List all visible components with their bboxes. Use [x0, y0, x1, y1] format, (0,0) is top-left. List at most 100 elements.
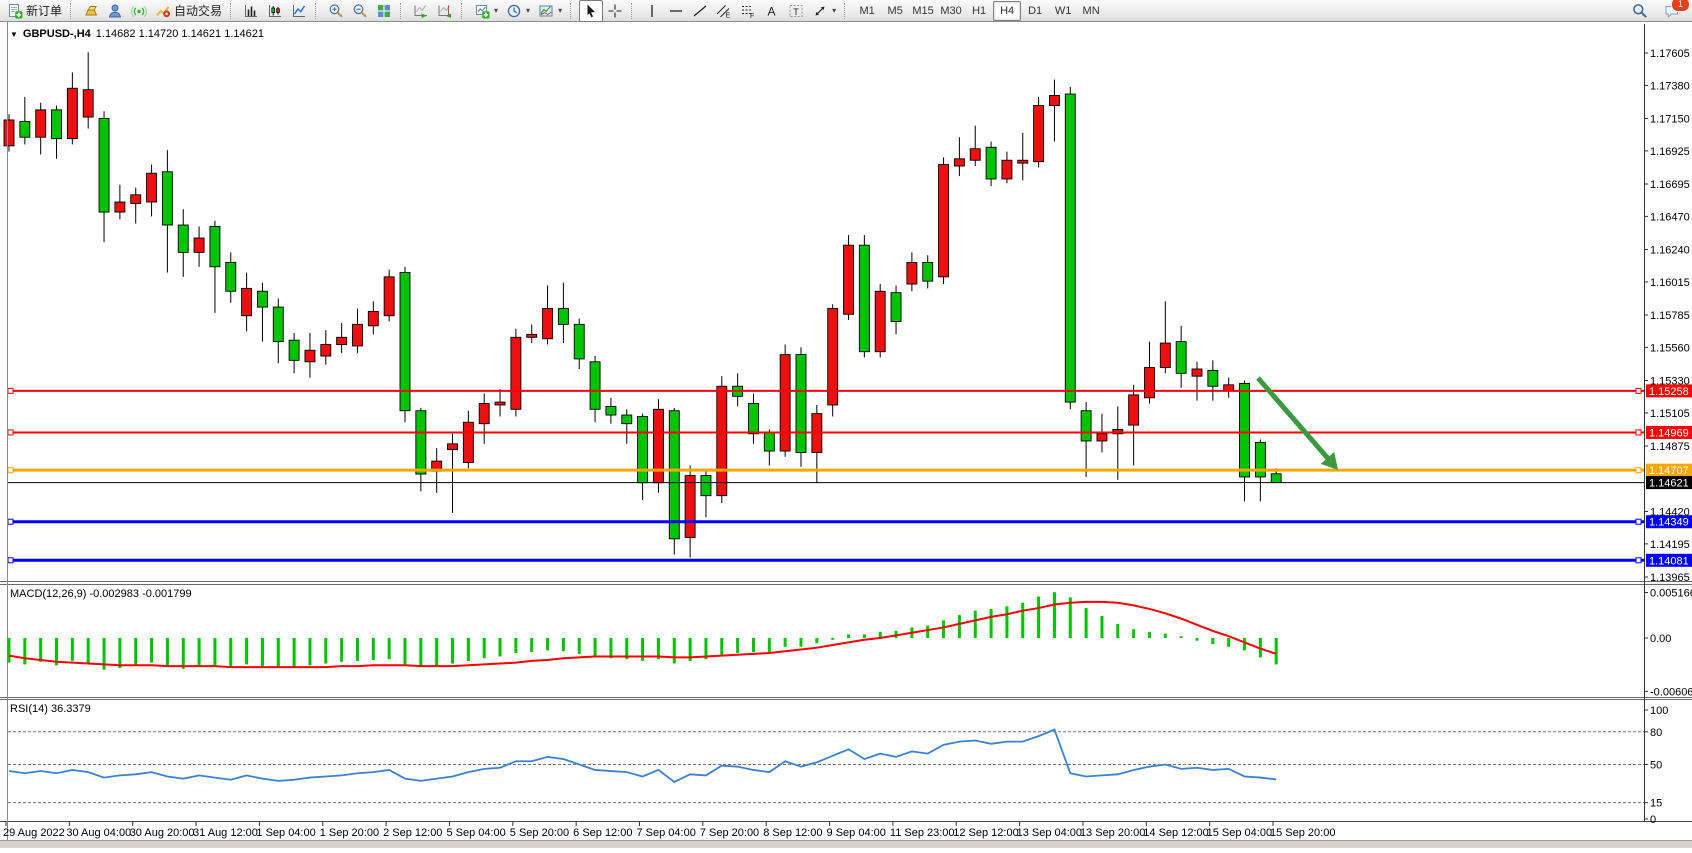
timeframe-button-M1[interactable]: M1	[859, 4, 875, 17]
text-label-icon: T	[788, 3, 804, 19]
timeframe-button-M5[interactable]: M5	[887, 4, 903, 17]
toolbar-group	[239, 0, 311, 22]
rsi-indicator-label: RSI(14) 36.3379	[10, 703, 91, 715]
svg-text:1.16015: 1.16015	[1650, 277, 1690, 289]
trendline-icon	[692, 3, 708, 19]
svg-text:1.14349: 1.14349	[1649, 517, 1689, 529]
chart-symbol-period: GBPUSD-,H4	[22, 28, 91, 40]
timeframe-button-W1[interactable]: W1	[1054, 4, 1072, 17]
gold-bar-button[interactable]	[79, 0, 103, 22]
window-bottom-edge	[0, 840, 1692, 848]
horizontal-line-icon	[668, 3, 684, 19]
arrows-button[interactable]: ▾	[808, 0, 840, 22]
timeframe-button-D1[interactable]: D1	[1028, 4, 1043, 17]
toolbar-group: 新订单	[3, 0, 66, 22]
svg-text:1.13965: 1.13965	[1650, 572, 1690, 584]
cursor-button[interactable]	[579, 0, 604, 22]
svg-text:100: 100	[1650, 705, 1668, 717]
svg-text:1.16240: 1.16240	[1650, 244, 1690, 256]
search-button[interactable]	[1628, 0, 1652, 22]
svg-text:-0.006064: -0.006064	[1650, 686, 1692, 698]
autotrade-button[interactable]: 自动交易	[151, 0, 226, 22]
chevron-down-icon[interactable]: ▾	[558, 6, 563, 15]
toolbar-separator	[631, 2, 637, 19]
community-icon	[107, 3, 123, 19]
svg-text:13 Sep 20:00: 13 Sep 20:00	[1080, 827, 1145, 839]
zoom-in-button[interactable]	[324, 0, 348, 22]
chart-line-icon	[291, 3, 307, 19]
chevron-down-icon[interactable]: ▾	[832, 6, 837, 15]
svg-text:1.17380: 1.17380	[1650, 80, 1690, 92]
text-label-button[interactable]: T	[784, 0, 808, 22]
tile-windows-icon	[376, 3, 392, 19]
main-toolbar: 新订单 自动交易 ▾ ▾ ▾ E F A T ▾ M1 M5 M15 M30 H1 H4 D1 W1 MN 1	[0, 0, 1692, 22]
community-button[interactable]	[103, 0, 127, 22]
chevron-down-icon[interactable]: ▾	[494, 6, 499, 15]
toolbar-group	[409, 0, 457, 22]
toolbar-separator	[315, 2, 321, 19]
trendline-button[interactable]	[688, 0, 712, 22]
zoom-out-button[interactable]	[348, 0, 372, 22]
svg-text:1.17150: 1.17150	[1650, 113, 1690, 125]
signals-button[interactable]	[127, 0, 151, 22]
svg-text:1.14081: 1.14081	[1649, 555, 1689, 567]
chart-shift-button[interactable]	[433, 0, 457, 22]
timeframe-button-M30[interactable]: M30	[940, 4, 962, 17]
autotrade-icon	[155, 3, 171, 19]
chart-candles-button[interactable]	[263, 0, 287, 22]
chart-line-button[interactable]	[287, 0, 311, 22]
chart-bars-button[interactable]	[239, 0, 263, 22]
fibonacci-button[interactable]: F	[736, 0, 760, 22]
notification-badge: 1	[1671, 0, 1690, 12]
svg-text:1.17605: 1.17605	[1650, 48, 1690, 60]
chart-menu-icon[interactable]: ▼	[10, 29, 18, 39]
svg-text:0.005166: 0.005166	[1650, 588, 1692, 600]
fibonacci-icon: F	[740, 3, 756, 19]
horizontal-line-button[interactable]	[664, 0, 688, 22]
svg-text:15 Sep 04:00: 15 Sep 04:00	[1207, 827, 1272, 839]
svg-text:12 Sep 12:00: 12 Sep 12:00	[953, 827, 1018, 839]
candlestick-series	[3, 52, 1282, 558]
svg-text:1 Sep 20:00: 1 Sep 20:00	[320, 827, 379, 839]
templates-button[interactable]: ▾	[534, 0, 566, 22]
svg-text:1.16470: 1.16470	[1650, 211, 1690, 223]
chart-canvas[interactable]: 1.17605 1.17380 1.17150 1.16925 1.16695 1.164…	[0, 22, 1692, 848]
channel-icon: E	[716, 3, 732, 19]
auto-scroll-button[interactable]	[409, 0, 433, 22]
crosshair-button[interactable]	[603, 0, 627, 22]
svg-text:5 Sep 04:00: 5 Sep 04:00	[446, 827, 505, 839]
toolbar-button-label: 自动交易	[174, 4, 223, 18]
timeframe-button-M15[interactable]: M15	[912, 4, 934, 17]
periods-icon	[506, 3, 522, 19]
periods-button[interactable]: ▾	[502, 0, 534, 22]
svg-text:1.16695: 1.16695	[1650, 179, 1690, 191]
new-chart-button[interactable]: ▾	[470, 0, 502, 22]
timeframe-button-H1[interactable]: H1	[972, 4, 987, 17]
chart-window: 1.17605 1.17380 1.17150 1.16925 1.16695 1.164…	[0, 22, 1692, 848]
timeframe-button-MN[interactable]: MN	[1082, 4, 1100, 17]
text-icon: A	[764, 3, 780, 19]
gold-bar-icon	[83, 3, 99, 19]
toolbar-separator	[70, 2, 76, 19]
svg-text:1.14969: 1.14969	[1649, 427, 1689, 439]
svg-text:50: 50	[1650, 760, 1662, 772]
toolbar-separator	[844, 2, 850, 19]
text-button[interactable]: A	[760, 0, 784, 22]
signals-icon	[131, 3, 147, 19]
chevron-down-icon[interactable]: ▾	[526, 6, 531, 15]
channel-button[interactable]: E	[712, 0, 736, 22]
svg-text:1.14621: 1.14621	[1649, 478, 1689, 490]
svg-text:9 Sep 04:00: 9 Sep 04:00	[827, 827, 886, 839]
macd-pane: 0.005166 0.00 -0.006064	[7, 588, 1692, 698]
chat-button[interactable]: 1	[1660, 0, 1690, 22]
chart-shift-icon	[437, 3, 453, 19]
new-chart-icon	[474, 3, 490, 19]
vertical-line-button[interactable]	[640, 0, 664, 22]
toolbar-separator	[461, 2, 467, 19]
tile-windows-button[interactable]	[372, 0, 396, 22]
svg-text:1.16925: 1.16925	[1650, 146, 1690, 158]
new-order-button[interactable]: 新订单	[3, 0, 66, 22]
timeframe-button-H4[interactable]: H4	[993, 0, 1022, 21]
